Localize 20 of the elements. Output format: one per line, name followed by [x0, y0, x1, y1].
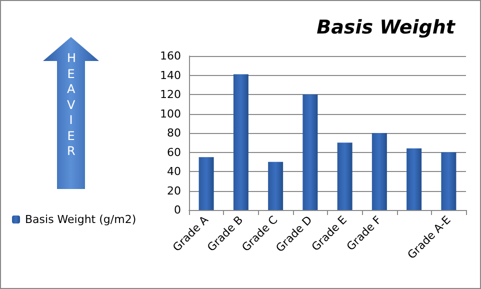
y-tick-label: 140	[160, 68, 181, 82]
chart-title: Basis Weight	[316, 16, 456, 38]
bar	[441, 152, 456, 210]
bar	[233, 74, 248, 210]
y-tick-label: 120	[160, 88, 181, 101]
y-tick-label: 100	[160, 107, 181, 120]
y-tick-label: 0	[174, 204, 181, 216]
bar	[268, 162, 284, 210]
bar	[302, 94, 318, 210]
y-tick-label: 20	[167, 184, 181, 198]
y-tick-label: 60	[167, 146, 181, 159]
bar	[406, 148, 422, 210]
y-tick-label: 80	[167, 126, 181, 140]
y-tick-label: 160	[160, 50, 181, 62]
y-tick-label: 40	[167, 165, 181, 178]
bar	[337, 142, 352, 210]
bar	[198, 157, 214, 210]
bar	[372, 133, 387, 210]
text: HEAVIER	[67, 51, 76, 160]
legend-label: Basis Weight (g/m2)	[25, 213, 136, 226]
